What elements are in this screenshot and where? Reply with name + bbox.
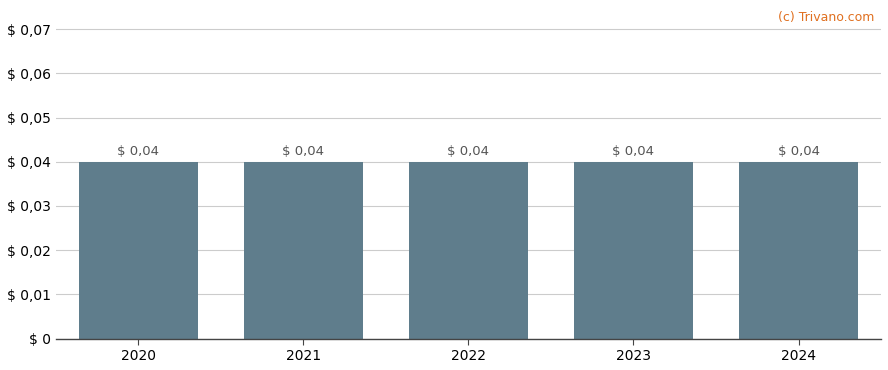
Text: $ 0,04: $ 0,04 — [613, 145, 654, 158]
Bar — [79, 162, 198, 339]
Text: $ 0,04: $ 0,04 — [448, 145, 489, 158]
Bar — [739, 162, 858, 339]
Bar — [244, 162, 363, 339]
Text: $ 0,04: $ 0,04 — [778, 145, 820, 158]
Text: (c) Trivano.com: (c) Trivano.com — [778, 11, 875, 24]
Bar — [409, 162, 527, 339]
Bar — [574, 162, 693, 339]
Text: $ 0,04: $ 0,04 — [282, 145, 324, 158]
Text: $ 0,04: $ 0,04 — [117, 145, 159, 158]
